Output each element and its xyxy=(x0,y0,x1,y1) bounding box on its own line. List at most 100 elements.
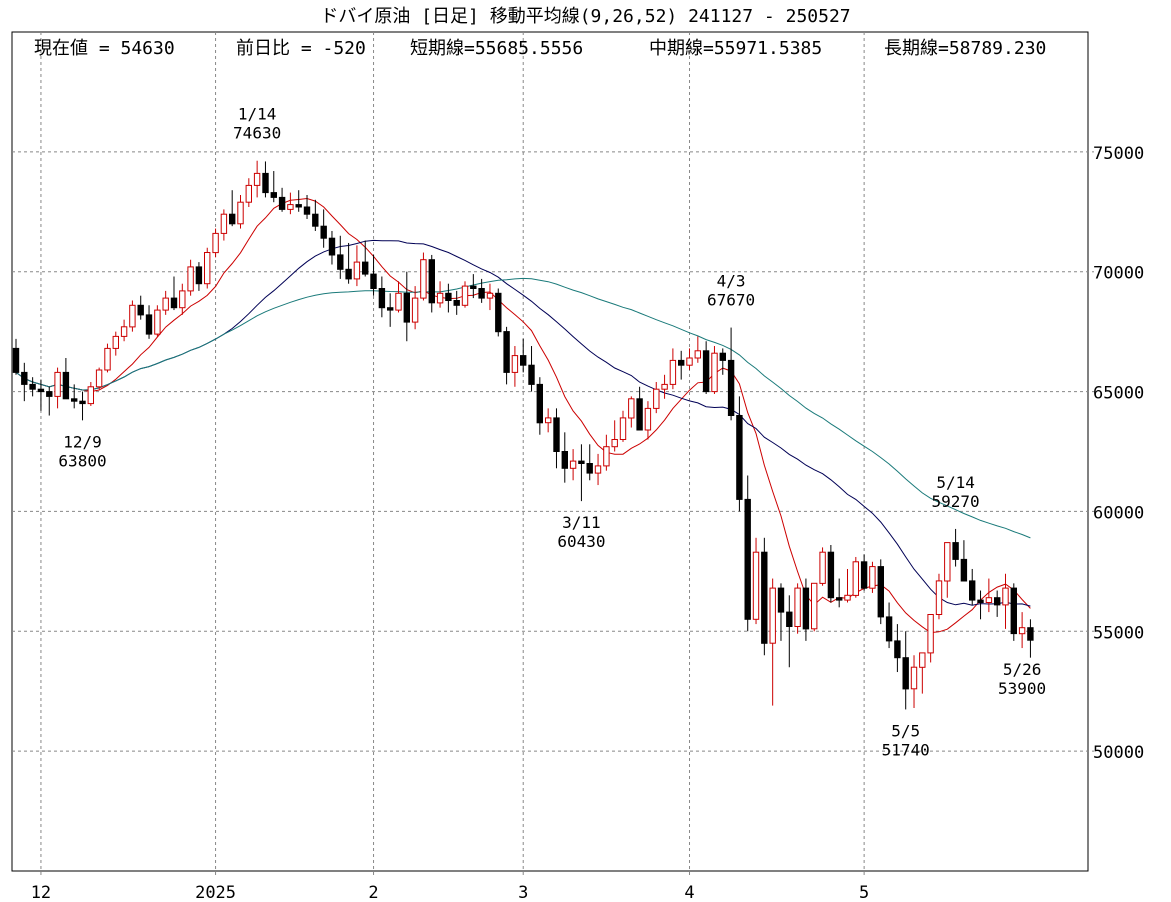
annotation-value: 51740 xyxy=(882,740,930,759)
annotation-date: 1/14 xyxy=(238,105,277,124)
candle xyxy=(678,350,685,380)
candle-body xyxy=(37,388,45,393)
candle-body xyxy=(503,331,510,373)
candle-body xyxy=(952,542,959,560)
candle xyxy=(353,245,361,287)
candle xyxy=(204,247,211,289)
annotation-value: 59270 xyxy=(932,492,980,511)
annotation-date: 5/14 xyxy=(936,473,975,492)
candle xyxy=(819,547,826,586)
candle-body xyxy=(727,359,735,416)
candle-body xyxy=(944,542,951,582)
candle xyxy=(170,276,178,311)
x-tick-labels: 12 2025 2 3 4 5 xyxy=(31,883,870,902)
candle xyxy=(702,341,710,394)
candle-body xyxy=(736,415,743,500)
candle xyxy=(154,305,161,337)
candle xyxy=(869,561,876,593)
candle xyxy=(852,556,859,598)
candle xyxy=(919,652,926,694)
candle-body xyxy=(885,616,893,642)
candle xyxy=(569,449,577,481)
candle-body xyxy=(860,561,868,589)
annotation-value: 60430 xyxy=(557,532,605,551)
candle-body xyxy=(79,400,86,405)
candle-body xyxy=(245,184,253,203)
candle xyxy=(528,346,535,392)
candle xyxy=(470,274,477,299)
candle xyxy=(686,348,693,370)
candle xyxy=(253,160,261,198)
candle-body xyxy=(761,551,768,644)
candle xyxy=(71,384,78,409)
candle xyxy=(378,276,386,318)
candle xyxy=(328,230,336,265)
candle-body xyxy=(170,297,178,309)
candle xyxy=(827,544,835,603)
candle xyxy=(752,537,760,625)
candle-body xyxy=(553,417,560,452)
candle-body xyxy=(985,597,993,604)
annotation-value: 63800 xyxy=(58,451,106,470)
x-tick-label: 4 xyxy=(684,883,694,902)
candle-body xyxy=(420,259,427,299)
header-stats: 現在値 = 54630 前日比 = -520 短期線=55685.5556 中期… xyxy=(34,38,1046,59)
candle xyxy=(453,290,460,315)
candle xyxy=(112,331,119,356)
candle xyxy=(769,578,776,706)
candle-body xyxy=(702,350,710,393)
candle-body xyxy=(603,446,610,467)
candle-body xyxy=(378,288,386,309)
candle-body xyxy=(619,417,627,440)
candle-body xyxy=(869,566,876,589)
day-change: 前日比 = -520 xyxy=(236,38,366,59)
candle-body xyxy=(262,172,269,194)
candle xyxy=(545,408,552,433)
candle xyxy=(237,195,244,229)
candle xyxy=(320,209,327,248)
candle xyxy=(21,362,28,402)
candle xyxy=(87,381,94,406)
candle xyxy=(370,254,377,296)
y-tick-label: 60000 xyxy=(1093,503,1144,523)
candle xyxy=(669,348,677,390)
candle-body xyxy=(478,288,485,299)
current-value: 現在値 = 54630 xyxy=(34,38,175,59)
candle-body xyxy=(29,383,36,390)
candle xyxy=(145,305,153,339)
candle-body xyxy=(445,292,452,301)
candle-body xyxy=(994,597,1001,606)
candle-body xyxy=(686,357,693,366)
candle-body xyxy=(278,196,286,210)
candle-body xyxy=(104,347,111,371)
candle xyxy=(79,391,86,421)
candle-body xyxy=(927,614,934,654)
x-tick-label: 12 xyxy=(31,883,51,902)
x-tick-label: 2025 xyxy=(195,883,236,902)
candle xyxy=(844,568,851,603)
candle xyxy=(994,590,1001,617)
candle-body xyxy=(428,259,436,304)
candle xyxy=(727,327,735,421)
candle xyxy=(95,367,103,390)
candle-body xyxy=(220,213,228,234)
candle xyxy=(179,283,186,315)
x-tick-label: 2 xyxy=(368,883,378,902)
candle-body xyxy=(1010,587,1017,635)
candle xyxy=(46,386,53,416)
candle xyxy=(387,293,394,327)
candle xyxy=(62,358,70,400)
candle-body xyxy=(594,465,602,474)
candle xyxy=(270,171,278,203)
candle xyxy=(836,578,843,608)
candle xyxy=(278,187,286,212)
candle xyxy=(129,300,136,332)
candle-body xyxy=(653,388,660,409)
candle-body xyxy=(1018,627,1026,635)
candle xyxy=(436,281,444,308)
candle-body xyxy=(752,551,760,620)
candle-body xyxy=(411,297,419,323)
x-tick-label: 5 xyxy=(859,883,869,902)
candle-body xyxy=(320,225,327,239)
candle-body xyxy=(154,309,161,335)
